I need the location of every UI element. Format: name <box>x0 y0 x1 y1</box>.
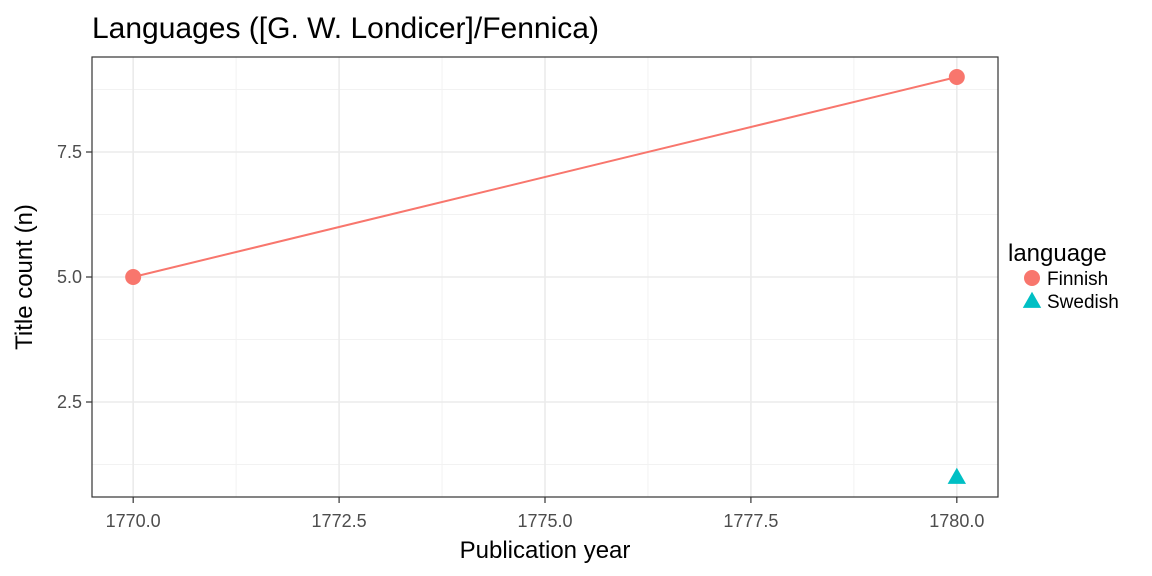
x-axis-title: Publication year <box>460 537 631 564</box>
data-point-finnish <box>125 269 142 285</box>
x-tick-label: 1780.0 <box>929 511 984 531</box>
y-axis-title: Title count (n) <box>11 204 38 350</box>
y-tick-label: 2.5 <box>57 392 82 412</box>
series-line-finnish <box>132 76 958 278</box>
x-tick-label: 1772.5 <box>312 511 367 531</box>
data-point-finnish <box>948 69 965 85</box>
legend-title: language <box>1008 240 1107 267</box>
series-points <box>125 69 967 484</box>
legend-label-finnish: Finnish <box>1047 269 1108 290</box>
data-point-swedish <box>947 467 967 484</box>
y-tick-label: 5.0 <box>57 267 82 287</box>
x-tick-label: 1777.5 <box>723 511 778 531</box>
x-axis-ticks: 1770.0 1772.5 1775.0 1777.5 1780.0 <box>106 497 984 531</box>
x-tick-label: 1770.0 <box>106 511 161 531</box>
y-axis-ticks: 2.5 5.0 7.5 <box>57 142 92 412</box>
legend-key-finnish <box>1024 270 1040 286</box>
chart-title: Languages ([G. W. Londicer]/Fennica) <box>92 12 599 45</box>
x-tick-label: 1775.0 <box>517 511 572 531</box>
legend-label-swedish: Swedish <box>1047 292 1119 313</box>
grid-major <box>92 57 998 497</box>
y-tick-label: 7.5 <box>57 142 82 162</box>
series-lines <box>132 76 958 278</box>
legend-key-swedish <box>1022 291 1042 308</box>
